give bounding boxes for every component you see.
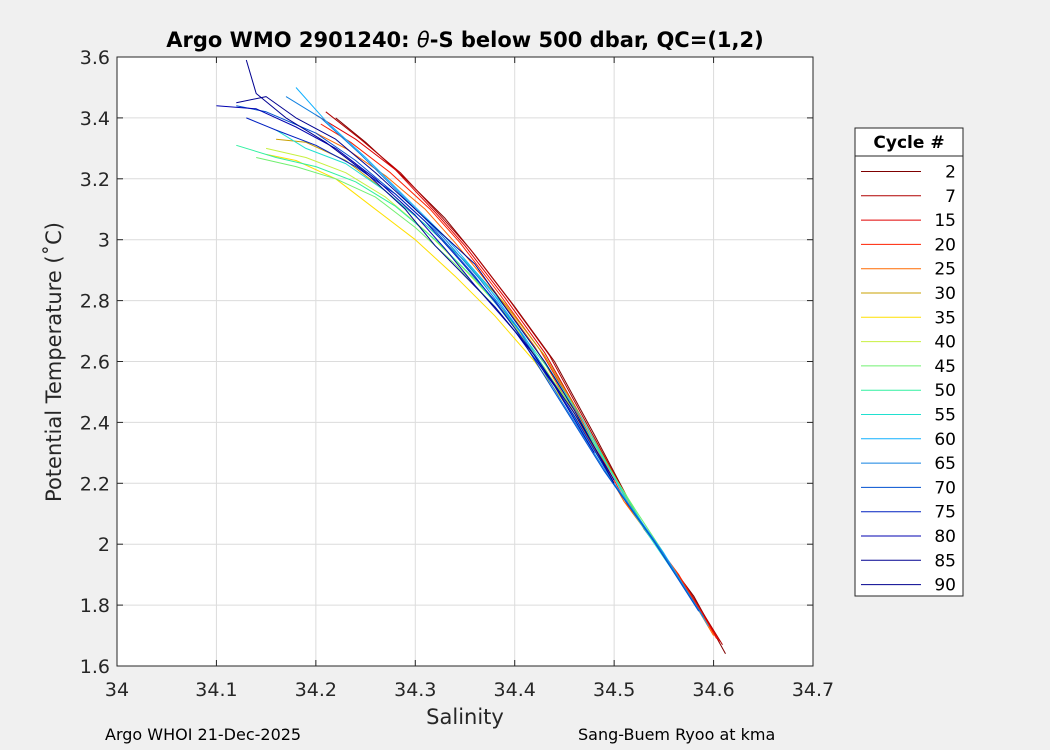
y-tick-label: 2.8 <box>80 291 110 313</box>
legend-entry-label: 20 <box>934 235 956 255</box>
y-tick-label: 3 <box>98 230 110 252</box>
x-tick-label: 34.1 <box>195 679 237 701</box>
legend-box <box>854 127 964 597</box>
chart-title: Argo WMO 2901240: θ-S below 500 dbar, QC… <box>166 28 763 52</box>
x-tick-label: 34.7 <box>792 679 834 701</box>
title-theta-symbol: θ <box>417 28 430 52</box>
legend-entry-label: 25 <box>934 260 956 280</box>
y-tick-label: 1.8 <box>80 595 110 617</box>
legend-entry-label: 60 <box>934 430 956 450</box>
legend-title: Cycle # <box>873 133 944 153</box>
legend-entry-label: 30 <box>934 284 956 304</box>
series-line-cycle-90 <box>236 96 615 484</box>
series-line-cycle-65 <box>285 96 705 618</box>
plot-frame <box>116 56 814 667</box>
series-line-cycle-75 <box>246 117 615 484</box>
y-tick-label: 2 <box>98 534 110 556</box>
legend-entry-label: 65 <box>934 454 956 474</box>
x-tick-label: 34.3 <box>394 679 436 701</box>
legend-entry-label: 40 <box>934 333 956 353</box>
y-tick-label: 1.6 <box>80 656 110 678</box>
legend-entry-label: 15 <box>934 211 956 231</box>
y-tick-label: 2.6 <box>80 352 110 374</box>
legend-entry-label: 85 <box>934 551 956 571</box>
x-tick-label: 34 <box>105 679 129 701</box>
x-tick-label: 34.2 <box>295 679 337 701</box>
legend-entry-label: 50 <box>934 381 956 401</box>
legend-entry-label: 80 <box>934 527 956 547</box>
series-line-cycle-85 <box>245 59 615 481</box>
title-prefix: Argo WMO 2901240: <box>166 28 417 52</box>
legend-entry-label: 35 <box>934 308 956 328</box>
x-tick-labels: 34 34.1 34.2 34.3 34.4 34.5 34.6 34.7 <box>105 679 834 701</box>
legend-entry-label: 75 <box>934 503 956 523</box>
legend-entry-label: 90 <box>934 576 956 596</box>
legend-entry-label: 45 <box>934 357 956 377</box>
series-layer <box>216 59 726 655</box>
series-line-cycle-70 <box>236 105 700 612</box>
legend-entries: 2 7 15 20 25 30 35 40 45 50 55 60 65 70 75 80 85 90 <box>861 163 956 596</box>
y-tick-label: 3.2 <box>80 169 110 191</box>
y-tick-label: 2.2 <box>80 473 110 495</box>
y-tick-label: 3.6 <box>80 47 110 69</box>
series-line-cycle-80 <box>216 105 595 454</box>
footer-left-credit: Argo WHOI 21-Dec-2025 <box>105 725 302 744</box>
series-line-cycle-55 <box>275 129 685 588</box>
legend-entry-label: 7 <box>945 187 956 207</box>
legend: Cycle # 2 7 15 20 25 30 35 40 45 50 55 60 65 70 75 80 85… <box>854 127 964 597</box>
y-tick-label: 2.4 <box>80 412 110 434</box>
title-suffix: -S below 500 dbar, QC=(1,2) <box>430 28 764 52</box>
y-tick-label: 3.4 <box>80 108 110 130</box>
footer-right-credit: Sang-Buem Ryoo at kma <box>578 725 776 744</box>
y-tick-labels: 1.6 1.8 2 2.2 2.4 2.6 2.8 3 3.2 3.4 3.6 <box>80 47 110 678</box>
x-tick-label: 34.6 <box>692 679 734 701</box>
legend-entry-label: 55 <box>934 406 956 426</box>
x-tick-label: 34.4 <box>494 679 536 701</box>
y-axis-label: Potential Temperature (˚C) <box>42 222 66 502</box>
x-axis-label: Salinity <box>426 705 504 729</box>
legend-entry-label: 2 <box>945 163 956 183</box>
legend-entry-label: 70 <box>934 478 956 498</box>
x-tick-label: 34.5 <box>593 679 635 701</box>
